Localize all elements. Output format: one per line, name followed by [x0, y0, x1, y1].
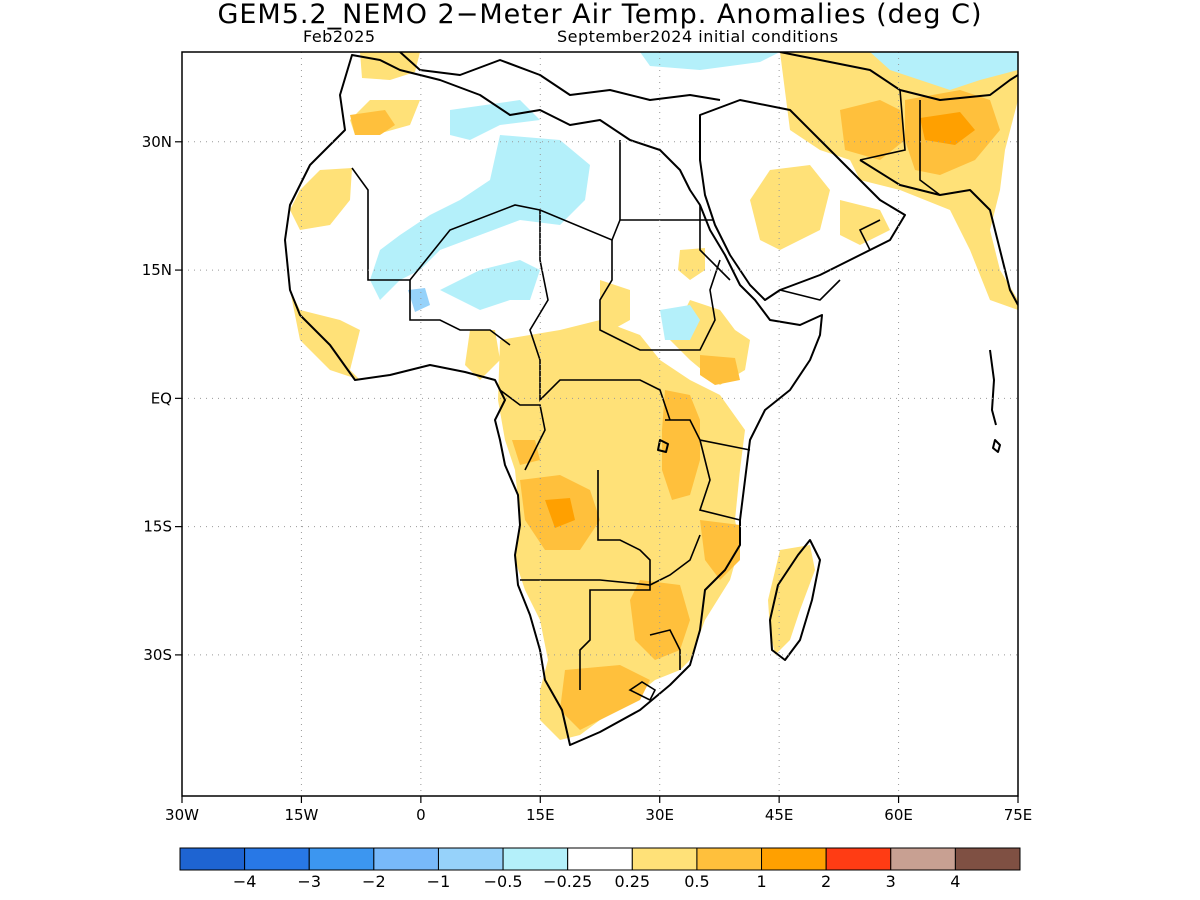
lat-tick-label: 15N	[142, 261, 172, 279]
colorbar-swatch	[761, 847, 827, 871]
colorbar-swatch	[825, 847, 892, 871]
colorbar-label: 4	[950, 872, 960, 891]
lon-tick-label: 45E	[765, 806, 794, 824]
colorbar: −4 −3 −2 −1 −0.5 −0.25 0.25 0.5 1 2 3 4	[179, 847, 1021, 891]
longitude-axis: 30W 15W 0 15E 30E 45E 60E 75E	[165, 796, 1032, 824]
colorbar-swatch	[179, 847, 246, 871]
colorbar-label: −0.5	[484, 872, 523, 891]
colorbar-label: −4	[233, 872, 257, 891]
map-title: GEM5.2_NEMO 2−Meter Air Temp. Anomalies …	[217, 0, 983, 30]
colorbar-swatch	[502, 847, 569, 871]
colorbar-swatch	[567, 847, 633, 871]
weak-cool-anomaly-shading	[370, 52, 1018, 340]
lat-tick-label: EQ	[151, 389, 172, 407]
valid-month-label: Feb2025	[303, 27, 376, 46]
lon-tick-label: 30W	[165, 806, 199, 824]
lon-tick-label: 75E	[1004, 806, 1033, 824]
colorbar-swatch	[437, 847, 504, 871]
lat-tick-label: 15S	[143, 518, 172, 536]
lon-tick-label: 15W	[284, 806, 318, 824]
map-gridlines	[182, 52, 1018, 796]
map-layers	[284, 52, 1018, 746]
colorbar-swatch	[244, 847, 310, 871]
lat-tick-label: 30N	[142, 133, 172, 151]
colorbar-swatch	[631, 847, 698, 871]
colorbar-swatch	[954, 847, 1021, 871]
lon-tick-label: 60E	[884, 806, 913, 824]
lon-tick-label: 30E	[645, 806, 674, 824]
colorbar-label: −2	[362, 872, 386, 891]
colorbar-swatch	[890, 847, 956, 871]
lat-tick-label: 30S	[143, 646, 172, 664]
colorbar-label: −1	[427, 872, 451, 891]
strong-warm-anomaly-shading	[545, 112, 975, 528]
coastline-outlines	[284, 52, 1018, 746]
colorbar-label: 0.5	[684, 872, 709, 891]
latitude-axis: 30N 15N EQ 15S 30S	[142, 133, 182, 664]
colorbar-label: 2	[821, 872, 831, 891]
cool-anomaly-shading	[408, 288, 430, 312]
colorbar-label: 0.25	[614, 872, 650, 891]
init-conditions-label: September2024 initial conditions	[557, 27, 839, 46]
map-frame	[181, 51, 1019, 797]
lon-tick-label: 15E	[526, 806, 555, 824]
lon-tick-label: 0	[416, 806, 426, 824]
colorbar-swatch	[373, 847, 439, 871]
colorbar-swatch	[308, 847, 375, 871]
colorbar-swatch	[696, 847, 763, 871]
colorbar-label: −3	[297, 872, 321, 891]
colorbar-label: 3	[886, 872, 896, 891]
colorbar-label: 1	[756, 872, 766, 891]
colorbar-label: −0.25	[543, 872, 592, 891]
